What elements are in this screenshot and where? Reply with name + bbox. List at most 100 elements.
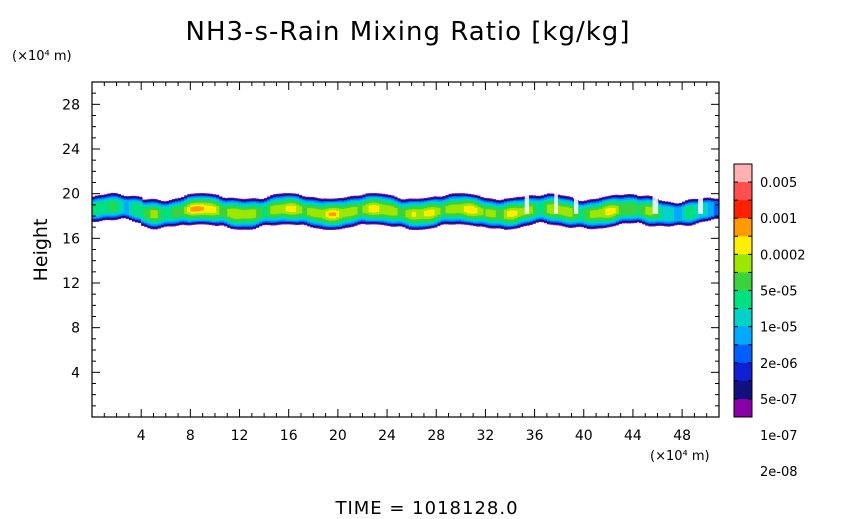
time-label: TIME = 1018128.0 (334, 498, 518, 519)
field-cell (116, 201, 121, 212)
field-cell (208, 205, 214, 213)
field-cell (679, 206, 684, 222)
colorbar-label: 1e-07 (760, 429, 798, 444)
field-cell (543, 203, 549, 215)
colorbar-label: 0.0002 (760, 248, 806, 263)
field-cell (540, 202, 546, 216)
field-cell (405, 210, 410, 218)
field-cell (565, 207, 570, 217)
field-cell (645, 206, 650, 215)
field-cell (596, 209, 601, 218)
field-cell (227, 208, 232, 217)
field-cell (430, 209, 435, 216)
field-cell (442, 205, 447, 216)
field-cell (592, 210, 598, 218)
field-cell (187, 207, 192, 213)
field-cell (264, 205, 269, 218)
field-cell (279, 204, 284, 214)
x-tick-label: 8 (186, 428, 195, 444)
y-tick-label: 16 (62, 231, 80, 247)
field-gap (573, 192, 579, 214)
field-cell (522, 207, 527, 215)
field-cell (393, 207, 398, 216)
field-cell (476, 206, 481, 216)
field-cell (685, 207, 690, 219)
field-cell (310, 208, 315, 217)
field-cell (672, 207, 678, 222)
field-cell (193, 206, 198, 212)
y-tick-label: 4 (71, 365, 80, 381)
y-axis-unit: (×10⁴ m) (12, 49, 72, 64)
field-cell (135, 203, 140, 216)
colorbar-swatch (734, 308, 752, 327)
y-axis: 4 8 12 16 20 24 28 (62, 92, 719, 407)
colorbar-label: 2e-06 (760, 357, 798, 372)
field-cell (248, 209, 254, 219)
field-cell (233, 208, 238, 219)
field-cell (368, 205, 373, 213)
field-cell (439, 205, 444, 216)
field-cell (390, 206, 395, 216)
field-cell (451, 204, 456, 214)
field-cell (380, 204, 386, 215)
field-cell (119, 200, 124, 213)
field-cell (331, 212, 337, 216)
y-tick-label: 20 (62, 187, 80, 203)
field-cell (174, 207, 180, 217)
field-cell (675, 207, 681, 222)
field-cell (301, 205, 306, 216)
field-cell (383, 205, 389, 215)
field-cell (420, 209, 426, 219)
field-cell (273, 205, 278, 215)
field-cell (620, 203, 625, 215)
field-cell (402, 208, 407, 219)
field-cell (602, 207, 607, 218)
colorbar-swatch (734, 362, 752, 382)
colorbar: 0.005 0.001 0.0002 5e-05 1e-05 2e-06 5e-07 1e-0… (733, 163, 806, 480)
field-cell (445, 206, 450, 214)
field-cell (138, 203, 143, 216)
colorbar-swatch (734, 398, 752, 418)
colorbar-swatch (734, 290, 752, 309)
field-cell (663, 206, 668, 221)
field-cell (150, 210, 155, 219)
field-cell (113, 200, 118, 213)
field-cell (282, 204, 287, 214)
colorbar-swatch (734, 272, 752, 291)
field-cell (510, 210, 515, 217)
field-cell (387, 205, 392, 216)
field-cell (245, 209, 250, 219)
field-cell (414, 209, 420, 220)
field-cell (270, 206, 275, 215)
field-cell (436, 207, 441, 215)
field-cell (325, 211, 330, 218)
plot-frame (91, 81, 720, 418)
field-cell (488, 209, 493, 218)
field-gap (652, 192, 659, 214)
field-cell (531, 204, 536, 215)
colorbar-swatch (734, 236, 752, 255)
field-cell (353, 206, 358, 215)
field-cell (519, 208, 524, 216)
field-cell (516, 208, 521, 217)
colorbar-label: 1e-05 (760, 321, 798, 336)
mixing-ratio-field (92, 192, 719, 230)
field-cell (491, 210, 496, 218)
field-cell (473, 207, 478, 214)
x-tick-label: 48 (673, 428, 691, 444)
field-cell (239, 210, 244, 219)
field-cell (328, 212, 333, 216)
field-cell (562, 206, 567, 216)
field-cell (417, 209, 423, 220)
y-axis-label: Height (30, 219, 52, 282)
field-cell (125, 200, 131, 216)
field-cell (608, 207, 613, 215)
field-cell (199, 206, 204, 211)
field-cell (319, 209, 324, 218)
x-tick-label: 40 (575, 428, 593, 444)
field-cell (709, 202, 715, 216)
field-cell (623, 203, 629, 215)
field-cell (427, 209, 432, 217)
field-cell (344, 208, 349, 217)
field-cell (147, 208, 152, 220)
